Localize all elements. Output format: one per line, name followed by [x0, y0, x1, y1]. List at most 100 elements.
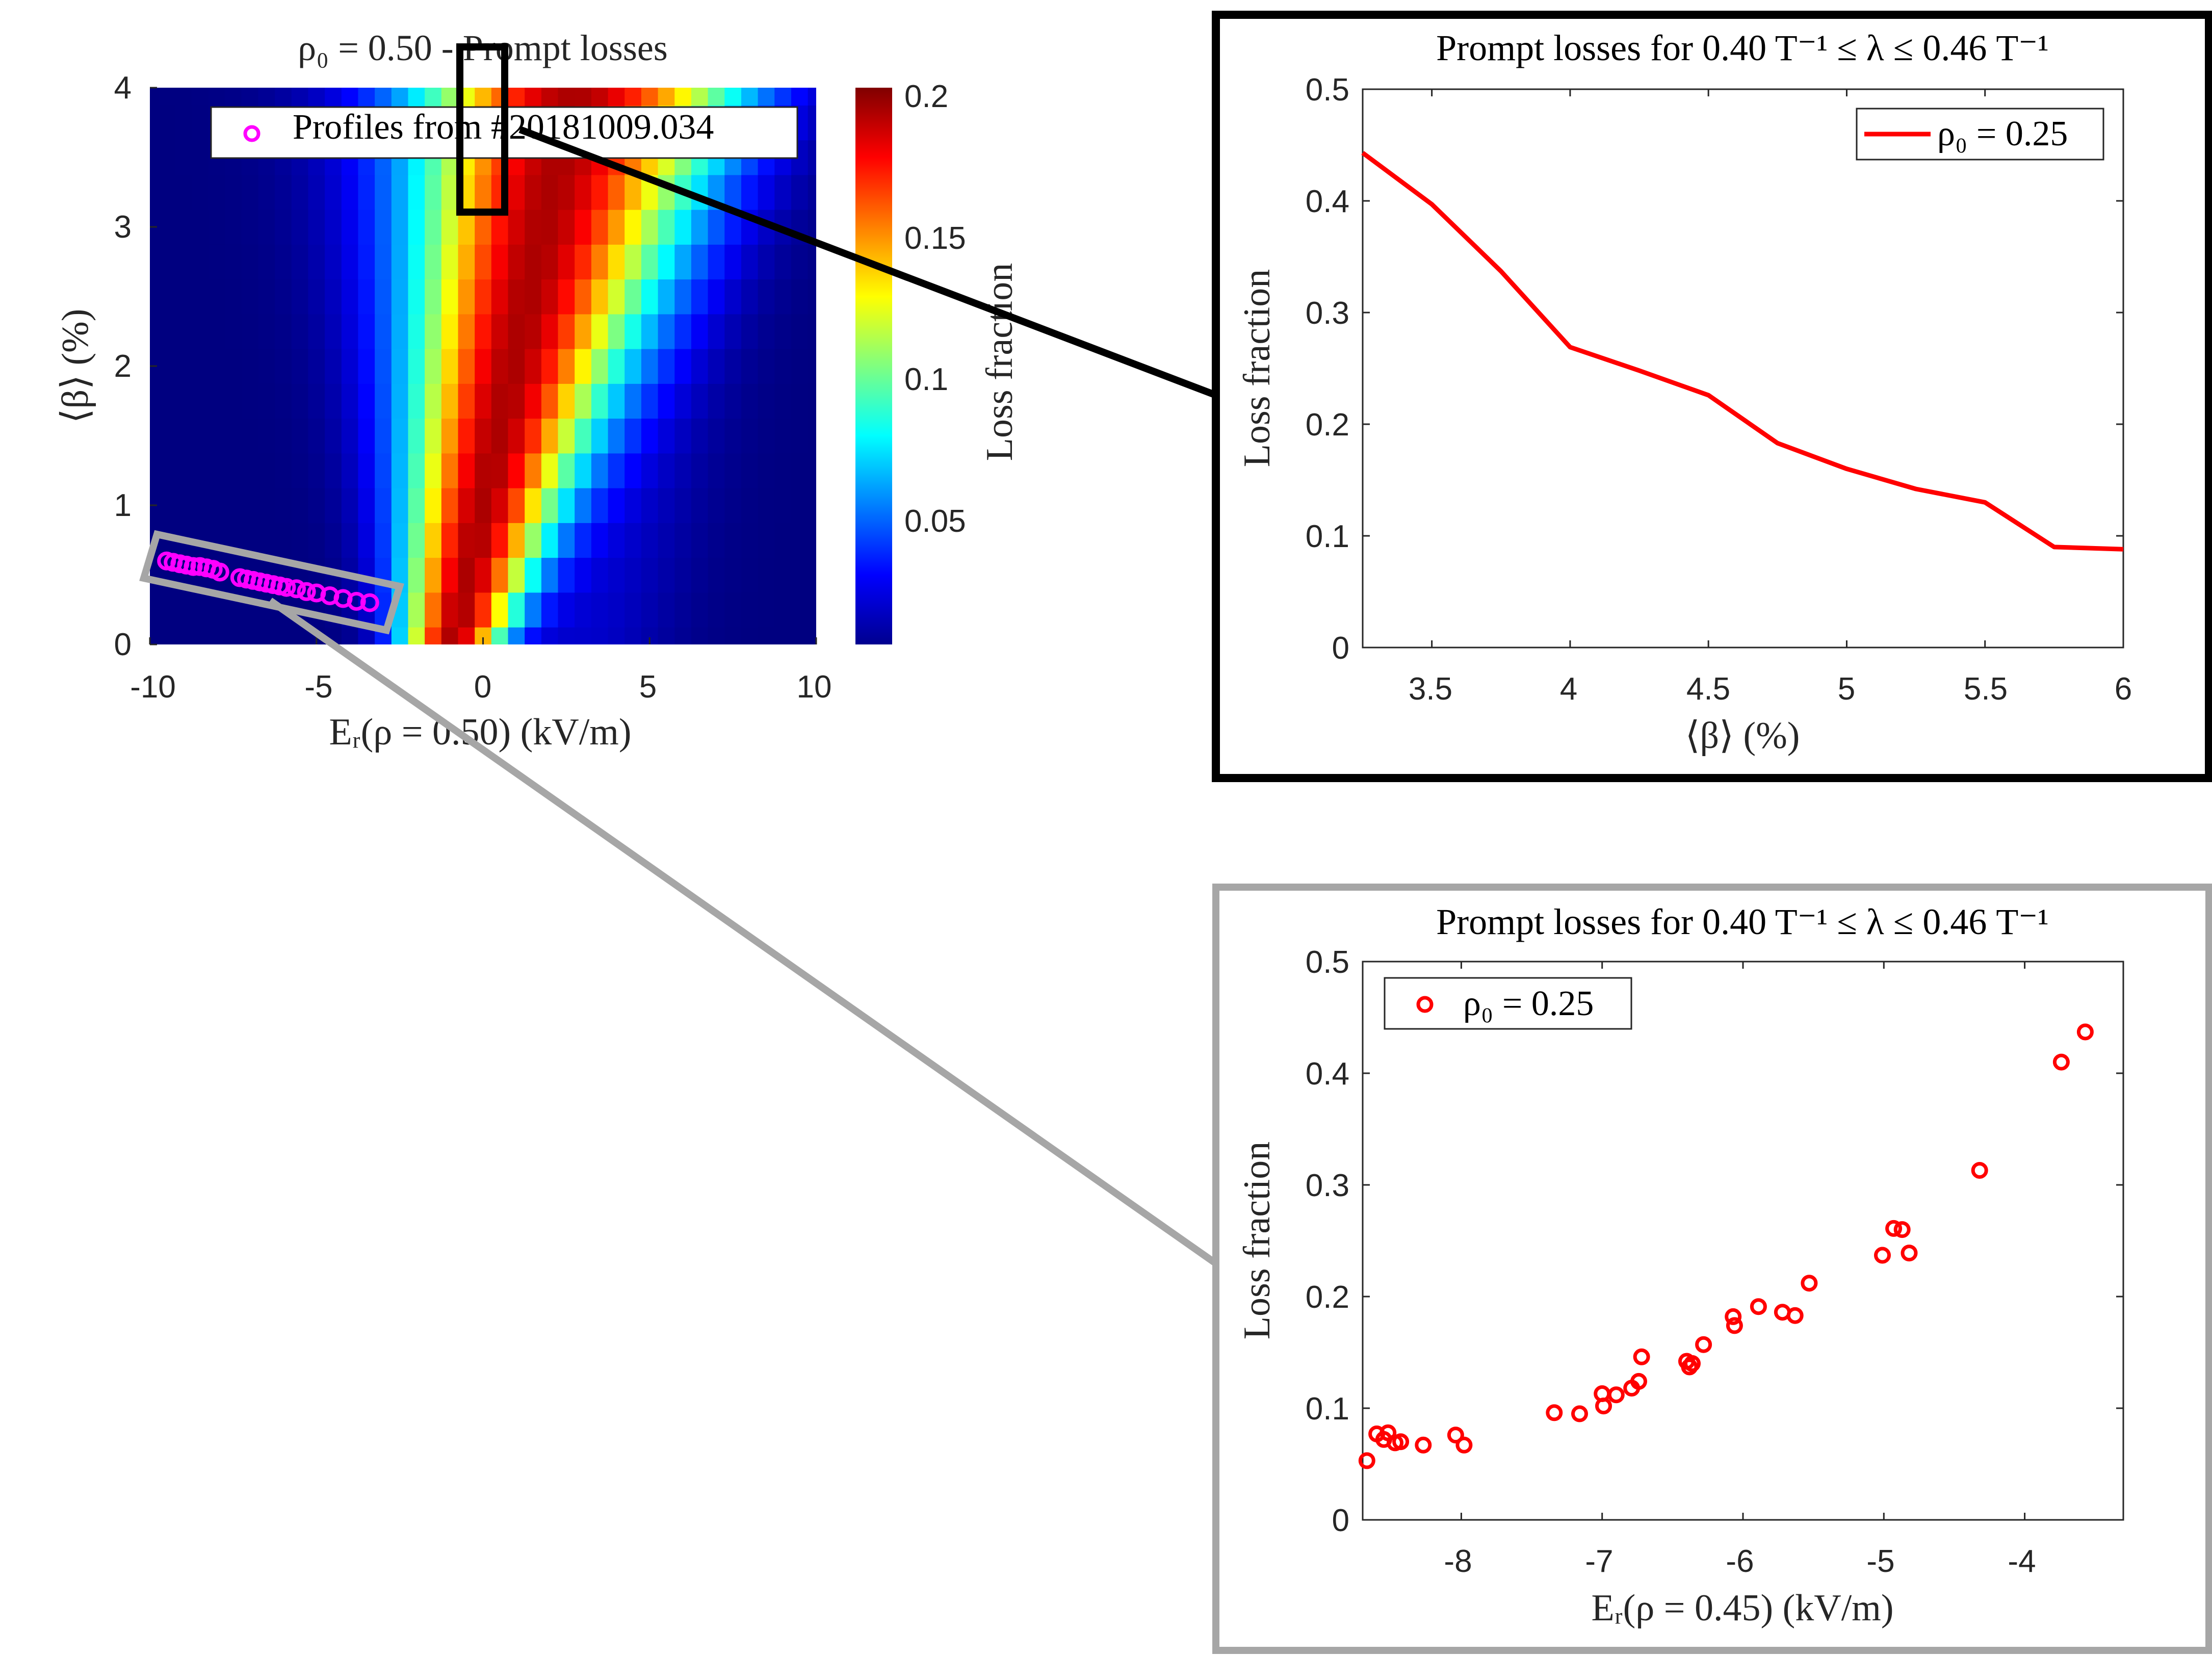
heatmap-cell — [758, 279, 775, 315]
heatmap-cell — [391, 627, 409, 644]
heatmap-cell — [791, 418, 809, 454]
heatmap-cell — [525, 383, 542, 419]
heatmap-cell — [674, 453, 692, 488]
top-zoom-highlight-box — [456, 43, 508, 216]
heatmap-cell — [608, 453, 626, 488]
heatmap-cell — [175, 88, 192, 106]
heatmap-cell — [158, 174, 175, 210]
heatmap-cell — [508, 209, 525, 245]
heatmap-cell — [150, 140, 159, 175]
heatmap-cell — [175, 244, 192, 280]
colorbar-label: Loss fraction — [979, 263, 1021, 461]
heatmap-cell — [774, 174, 792, 210]
top-inset-y-tick-label: 0 — [1332, 631, 1349, 666]
heatmap-cell — [158, 627, 175, 644]
heatmap-cell — [150, 314, 159, 349]
heatmap-cell — [225, 487, 242, 523]
heatmap-cell — [774, 88, 792, 106]
heatmap-cell — [491, 279, 509, 315]
heatmap-cell — [658, 279, 675, 315]
heatmap-cell — [774, 348, 792, 384]
heatmap-cell — [225, 453, 242, 488]
heatmap-cell — [791, 174, 809, 210]
bottom-inset-x-tick-label: -5 — [1866, 1544, 1894, 1579]
bottom-inset-y-tick-label: 0.1 — [1306, 1391, 1349, 1427]
heatmap-cell — [741, 523, 759, 558]
heatmap-cell — [708, 244, 725, 280]
bottom-inset-scatter-point — [1607, 1386, 1625, 1404]
heatmap-cell — [691, 557, 709, 593]
heatmap-cell — [708, 592, 725, 628]
heatmap-cell — [258, 244, 275, 280]
heatmap-cell — [425, 453, 442, 488]
heatmap-cell — [308, 88, 325, 106]
heatmap-cell — [275, 88, 292, 106]
heatmap-cell — [491, 383, 509, 419]
heatmap-cell — [191, 314, 209, 349]
heatmap-axis-ticks — [149, 87, 817, 645]
heatmap-cell — [341, 453, 359, 488]
heatmap-cell — [358, 383, 375, 419]
heatmap-cell — [258, 627, 275, 644]
heatmap-cell — [808, 314, 816, 349]
heatmap-cell — [225, 348, 242, 384]
heatmap-cell — [458, 627, 475, 644]
heatmap-cell — [708, 557, 725, 593]
heatmap-cell — [375, 383, 392, 419]
bottom-inset-title: Prompt losses for 0.40 T⁻¹ ≤ λ ≤ 0.46 T⁻… — [1436, 901, 2049, 942]
heatmap-cell — [558, 592, 575, 628]
heatmap-cell — [774, 418, 792, 454]
heatmap-cell — [575, 557, 592, 593]
heatmap-cell — [341, 383, 359, 419]
heatmap-cell — [708, 279, 725, 315]
heatmap-cell — [508, 592, 525, 628]
heatmap-cell — [774, 557, 792, 593]
heatmap-cell — [558, 453, 575, 488]
heatmap-cell — [341, 174, 359, 210]
heatmap-cell — [774, 244, 792, 280]
heatmap-x-tick-label: 10 — [797, 669, 832, 705]
heatmap-cell — [691, 627, 709, 644]
heatmap-cell — [741, 279, 759, 315]
heatmap-cell — [291, 244, 309, 280]
heatmap-overlay-point — [297, 582, 316, 601]
heatmap-cell — [175, 105, 192, 141]
heatmap-cell — [191, 383, 209, 419]
heatmap-cell — [475, 453, 492, 488]
bottom-inset-x-tick-labels: -8 -7 -6 -5 -4 — [1444, 1544, 2036, 1579]
heatmap-cell — [541, 557, 559, 593]
heatmap-cell — [341, 523, 359, 558]
heatmap-x-tick-label: 5 — [639, 669, 657, 705]
heatmap-cell — [525, 244, 542, 280]
heatmap-cell — [291, 523, 309, 558]
heatmap-cell — [258, 453, 275, 488]
top-inset-title: Prompt losses for 0.40 T⁻¹ ≤ λ ≤ 0.46 T⁻… — [1436, 28, 2049, 68]
heatmap-cell — [158, 105, 175, 141]
bottom-inset-panel: Prompt losses for 0.40 T⁻¹ ≤ λ ≤ 0.46 T⁻… — [1212, 884, 2212, 1654]
heatmap-cell — [358, 348, 375, 384]
heatmap-cell — [641, 88, 659, 106]
heatmap-cell — [358, 453, 375, 488]
heatmap-cell — [475, 418, 492, 454]
bottom-inset-axis-ticks — [1363, 961, 2123, 1521]
heatmap-cell — [175, 174, 192, 210]
heatmap-cell — [525, 453, 542, 488]
heatmap-y-axis-label: ⟨β⟩ (%) — [55, 309, 96, 424]
heatmap-cell — [525, 487, 542, 523]
heatmap-cell — [624, 557, 642, 593]
heatmap-cell — [175, 383, 192, 419]
heatmap-overlay-points — [157, 551, 379, 612]
heatmap-cell — [525, 592, 542, 628]
heatmap-y-tick-labels: 0 1 2 3 4 — [114, 70, 132, 662]
bottom-inset-scatter-point — [1630, 1373, 1647, 1390]
bottom-inset-y-tick-label: 0.5 — [1306, 945, 1349, 980]
bottom-inset-scatter-point — [1786, 1307, 1804, 1324]
heatmap-cell — [391, 523, 409, 558]
heatmap-cell — [575, 592, 592, 628]
bottom-inset-scatter-point — [1750, 1298, 1767, 1315]
heatmap-cell — [308, 487, 325, 523]
heatmap-cell — [741, 244, 759, 280]
heatmap-cell — [724, 88, 742, 106]
bottom-inset-scatter-point — [1893, 1221, 1911, 1238]
heatmap-cell — [341, 279, 359, 315]
